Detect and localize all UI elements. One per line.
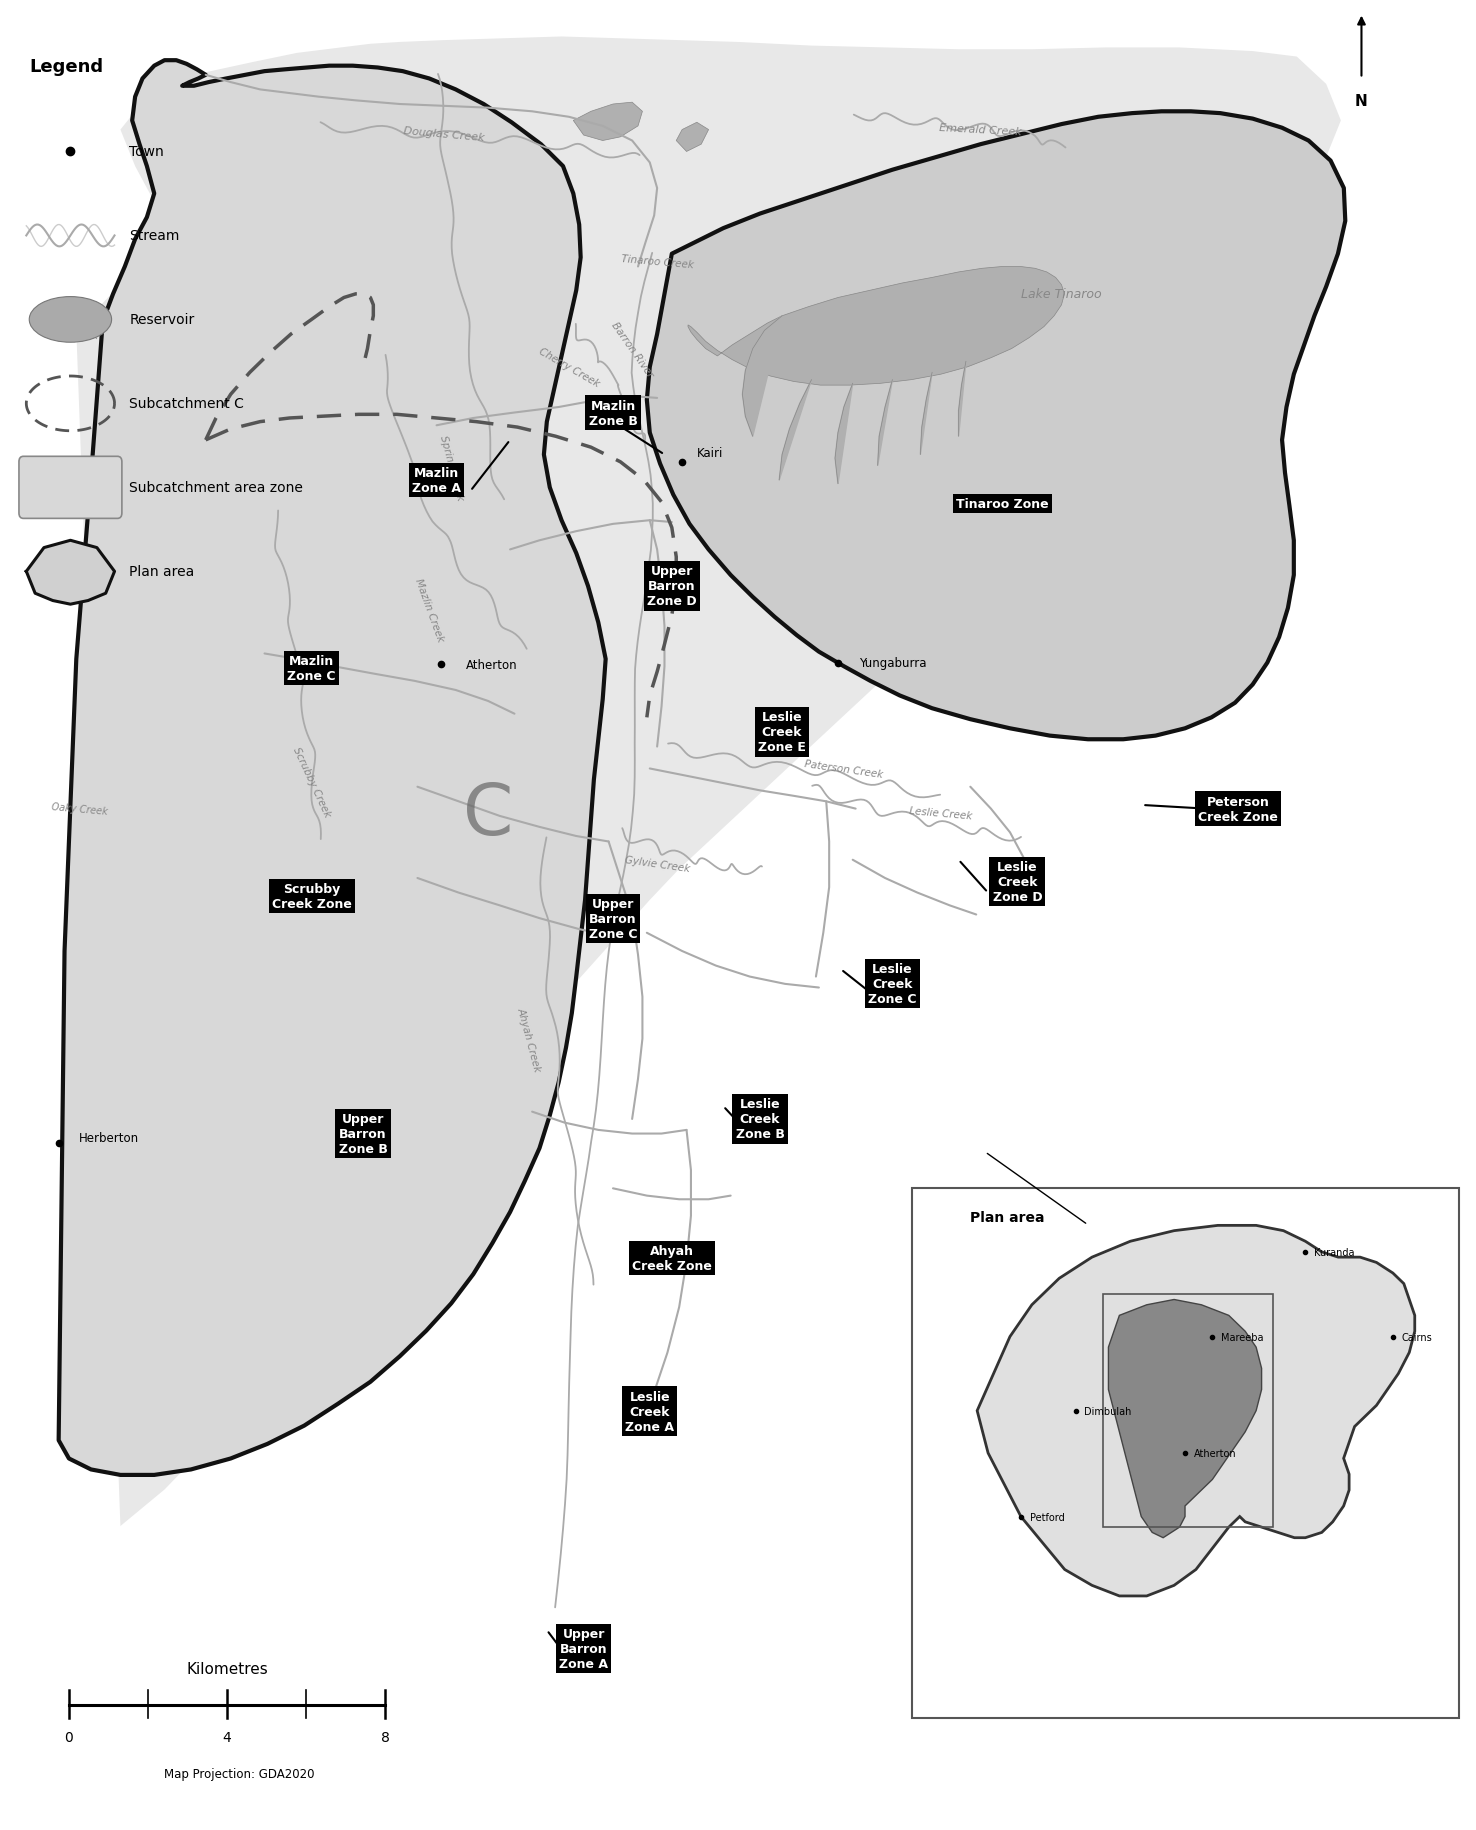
Polygon shape [77,37,1340,1526]
Polygon shape [59,60,605,1475]
Text: Legend: Legend [30,57,103,75]
Text: Leslie
Creek
Zone B: Leslie Creek Zone B [735,1098,785,1140]
Text: Plan area: Plan area [970,1211,1045,1224]
Text: Scrubby
Creek Zone: Scrubby Creek Zone [272,882,351,911]
Text: Tinaroo Creek: Tinaroo Creek [620,254,694,271]
Text: Oaky Creek: Oaky Creek [50,802,108,816]
Text: Atherton: Atherton [466,659,518,672]
FancyBboxPatch shape [19,458,123,520]
Polygon shape [878,381,893,467]
Text: Scrubby Creek: Scrubby Creek [291,745,332,818]
Text: 4: 4 [223,1731,232,1744]
Text: N: N [1355,93,1368,110]
Text: Ahyah Creek: Ahyah Creek [515,1007,543,1072]
Text: Dimbulah: Dimbulah [1085,1405,1132,1416]
Text: Reservoir: Reservoir [130,313,195,328]
Ellipse shape [30,298,112,342]
Text: Leslie Creek: Leslie Creek [909,805,973,820]
Text: Douglas Creek: Douglas Creek [403,126,486,143]
Text: Kairi: Kairi [697,447,723,459]
Text: Plan area: Plan area [130,565,195,578]
Text: Lake Tinaroo: Lake Tinaroo [1021,287,1101,302]
Polygon shape [958,362,965,437]
Polygon shape [1108,1299,1262,1537]
Text: Peterson
Creek Zone: Peterson Creek Zone [1199,796,1278,824]
Text: Leslie
Creek
Zone C: Leslie Creek Zone C [868,963,917,1007]
Text: Subcatchment C: Subcatchment C [130,397,244,412]
Text: Mazlin
Zone B: Mazlin Zone B [589,399,638,426]
Polygon shape [742,317,782,437]
Text: Paterson Creek: Paterson Creek [804,759,884,780]
Text: Barron River: Barron River [610,320,655,379]
Text: Subcatchment area zone: Subcatchment area zone [130,481,303,496]
Text: Kuranda: Kuranda [1314,1248,1355,1257]
Polygon shape [977,1226,1415,1596]
Text: c Creek: c Creek [61,328,97,342]
Text: Ahyah
Creek Zone: Ahyah Creek Zone [632,1244,711,1272]
Text: Upper
Barron
Zone A: Upper Barron Zone A [559,1627,608,1671]
Text: Mareeba: Mareeba [1221,1332,1263,1341]
Text: Atherton: Atherton [1194,1448,1237,1459]
Polygon shape [676,123,708,152]
Text: Leslie
Creek
Zone D: Leslie Creek Zone D [992,860,1042,904]
Text: C: C [463,780,514,849]
Text: Upper
Barron
Zone B: Upper Barron Zone B [338,1113,388,1155]
Text: Leslie
Creek
Zone A: Leslie Creek Zone A [626,1389,675,1433]
Text: Emerald Creek: Emerald Creek [939,123,1023,137]
Text: Mazlin
Zone A: Mazlin Zone A [412,467,461,494]
Polygon shape [835,384,853,485]
Text: Upper
Barron
Zone D: Upper Barron Zone D [646,565,697,608]
Text: Mazlin Creek: Mazlin Creek [413,576,446,644]
Text: Tinaroo Zone: Tinaroo Zone [956,498,1049,511]
Text: Town: Town [130,145,164,159]
Text: Cairns: Cairns [1402,1332,1432,1341]
Text: Herberton: Herberton [80,1131,139,1144]
Text: Map Projection: GDA2020: Map Projection: GDA2020 [164,1768,314,1781]
Bar [912,1190,1458,1718]
Text: Leslie
Creek
Zone E: Leslie Creek Zone E [759,712,806,754]
Polygon shape [27,542,115,606]
Text: Stream: Stream [130,229,180,243]
Text: Mazlin
Zone C: Mazlin Zone C [288,655,337,683]
Text: Gylvie Creek: Gylvie Creek [624,855,691,873]
Text: Kilometres: Kilometres [186,1662,269,1676]
Text: Cherry Creek: Cherry Creek [537,346,601,390]
Text: Yungaburra: Yungaburra [859,657,925,670]
Polygon shape [646,112,1345,739]
Polygon shape [921,373,933,456]
Polygon shape [688,267,1064,386]
Text: Spring Creek: Spring Creek [438,434,465,501]
Polygon shape [779,381,812,481]
Text: 0: 0 [65,1731,74,1744]
Text: Petford: Petford [1030,1512,1064,1523]
Text: 8: 8 [381,1731,390,1744]
Text: Upper
Barron
Zone C: Upper Barron Zone C [589,897,638,941]
Polygon shape [573,102,642,141]
